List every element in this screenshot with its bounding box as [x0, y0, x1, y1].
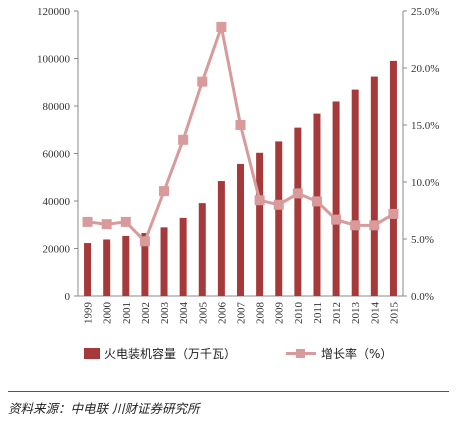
bar: [217, 181, 225, 296]
source-note: 资料来源：中电联 川财证券研究所: [8, 401, 200, 416]
x-tick-label: 2011: [312, 302, 324, 324]
bar: [198, 203, 206, 296]
bar: [237, 163, 244, 296]
legend-bar-label: 火电装机容量（万千瓦）: [104, 346, 236, 361]
x-tick-label: 2010: [293, 302, 305, 325]
left-tick-label: 60000: [43, 149, 71, 161]
x-tick-label: 2004: [178, 302, 190, 325]
x-tick-label: 2008: [255, 302, 267, 325]
growth-point: [254, 195, 265, 206]
bar: [275, 141, 283, 296]
x-tick-label: 2013: [350, 302, 362, 325]
right-tick-label: 0.0%: [411, 291, 434, 303]
growth-point: [292, 188, 303, 199]
right-tick-label: 25.0%: [411, 6, 439, 18]
x-tick-label: 2002: [140, 302, 152, 324]
growth-point: [235, 120, 246, 130]
x-tick-label: 2005: [197, 302, 209, 325]
right-tick-label: 10.0%: [411, 177, 439, 189]
x-tick-label: 2006: [216, 302, 228, 325]
left-tick-label: 120000: [37, 6, 71, 18]
right-tick-label: 15.0%: [411, 120, 439, 132]
growth-point: [82, 216, 93, 227]
bar: [351, 89, 359, 296]
x-tick-label: 2001: [121, 302, 133, 324]
growth-point: [197, 76, 208, 87]
right-tick-label: 20.0%: [411, 63, 439, 75]
bar: [160, 227, 168, 296]
x-tick-label: 2007: [236, 302, 248, 325]
source-divider: [8, 391, 449, 392]
right-axis-ticks: 0.0% 5.0% 10.0% 15.0% 20.0% 25.0%: [403, 6, 439, 303]
bar: [84, 243, 92, 296]
bar: [122, 235, 130, 296]
bar: [389, 60, 397, 296]
growth-point: [273, 199, 284, 210]
bar: [141, 233, 149, 296]
growth-point: [350, 220, 361, 231]
left-axis-ticks: 0 20000 40000 60000 80000 100000 120000: [37, 6, 78, 303]
legend-line-marker: [296, 349, 305, 358]
left-tick-label: 80000: [43, 101, 71, 113]
x-tick-label: 1999: [83, 302, 95, 325]
left-tick-label: 40000: [43, 196, 71, 208]
bar: [370, 76, 378, 296]
growth-line-series: [82, 21, 399, 247]
growth-point: [331, 214, 342, 225]
bar: [256, 152, 264, 296]
x-tick-label: 2003: [159, 302, 171, 325]
x-tick-label: 2014: [369, 302, 381, 325]
growth-point: [101, 219, 112, 230]
x-tick-label: 2012: [331, 302, 343, 324]
right-tick-label: 5.0%: [411, 234, 434, 246]
bar: [103, 239, 111, 296]
x-tick-label: 2000: [102, 302, 114, 325]
growth-point: [159, 186, 170, 197]
growth-point: [216, 21, 227, 32]
left-tick-label: 20000: [43, 244, 71, 256]
growth-point: [120, 216, 131, 227]
left-tick-label: 100000: [37, 54, 71, 66]
growth-point: [369, 220, 380, 231]
x-tick-label: 2009: [274, 302, 286, 325]
left-tick-label: 0: [65, 291, 71, 303]
x-axis-ticks: 1999 2000 2001 2002 2003 2004 2005 2006 2007 2008…: [83, 302, 401, 325]
growth-point: [311, 196, 322, 207]
growth-point: [388, 208, 399, 219]
legend: 火电装机容量（万千瓦） 增长率（%）: [84, 346, 392, 361]
x-tick-label: 2015: [388, 302, 400, 325]
growth-point: [139, 236, 150, 247]
bar: [294, 127, 302, 296]
bar: [179, 217, 187, 296]
legend-line-label: 增长率（%）: [321, 346, 392, 361]
bar-series: [84, 60, 397, 296]
growth-point: [178, 134, 189, 145]
bar: [332, 101, 340, 296]
legend-bar-swatch: [84, 348, 100, 359]
